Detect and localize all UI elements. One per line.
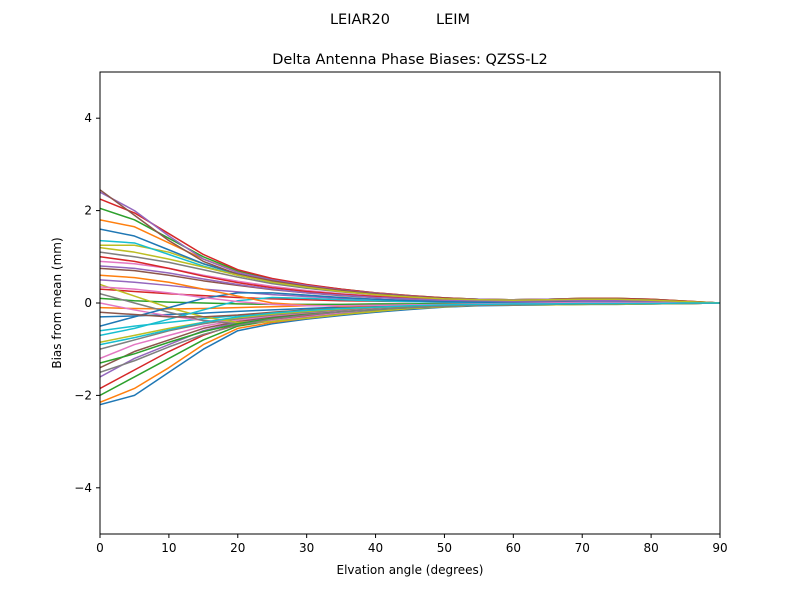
x-tick-label: 80 [643,541,658,555]
series-line [100,302,720,346]
x-axis-label: Elvation angle (degrees) [337,563,484,577]
chart-title: Delta Antenna Phase Biases: QZSS-L2 [272,52,547,68]
x-tick-label: 40 [368,541,383,555]
y-tick-label: 4 [84,111,92,125]
y-axis: −4 −2 0 2 4 [74,111,100,495]
x-tick-label: 50 [437,541,452,555]
y-tick-label: −2 [74,388,92,402]
x-axis: 0 10 20 30 40 50 60 70 80 90 [96,534,728,555]
x-tick-label: 70 [575,541,590,555]
y-tick-label: −4 [74,481,92,495]
x-tick-label: 10 [161,541,176,555]
series-layer [100,189,720,406]
x-tick-label: 20 [230,541,245,555]
x-tick-label: 60 [506,541,521,555]
y-axis-label: Bias from mean (mm) [50,237,64,368]
series-line [100,246,720,304]
y-tick-label: 0 [84,296,92,310]
x-tick-label: 0 [96,541,104,555]
series-line [100,265,720,304]
y-tick-label: 2 [84,204,92,218]
series-line [100,286,720,307]
chart-suptitle: LEIAR20 LEIM [330,12,470,28]
x-tick-label: 30 [299,541,314,555]
x-tick-label: 90 [712,541,727,555]
